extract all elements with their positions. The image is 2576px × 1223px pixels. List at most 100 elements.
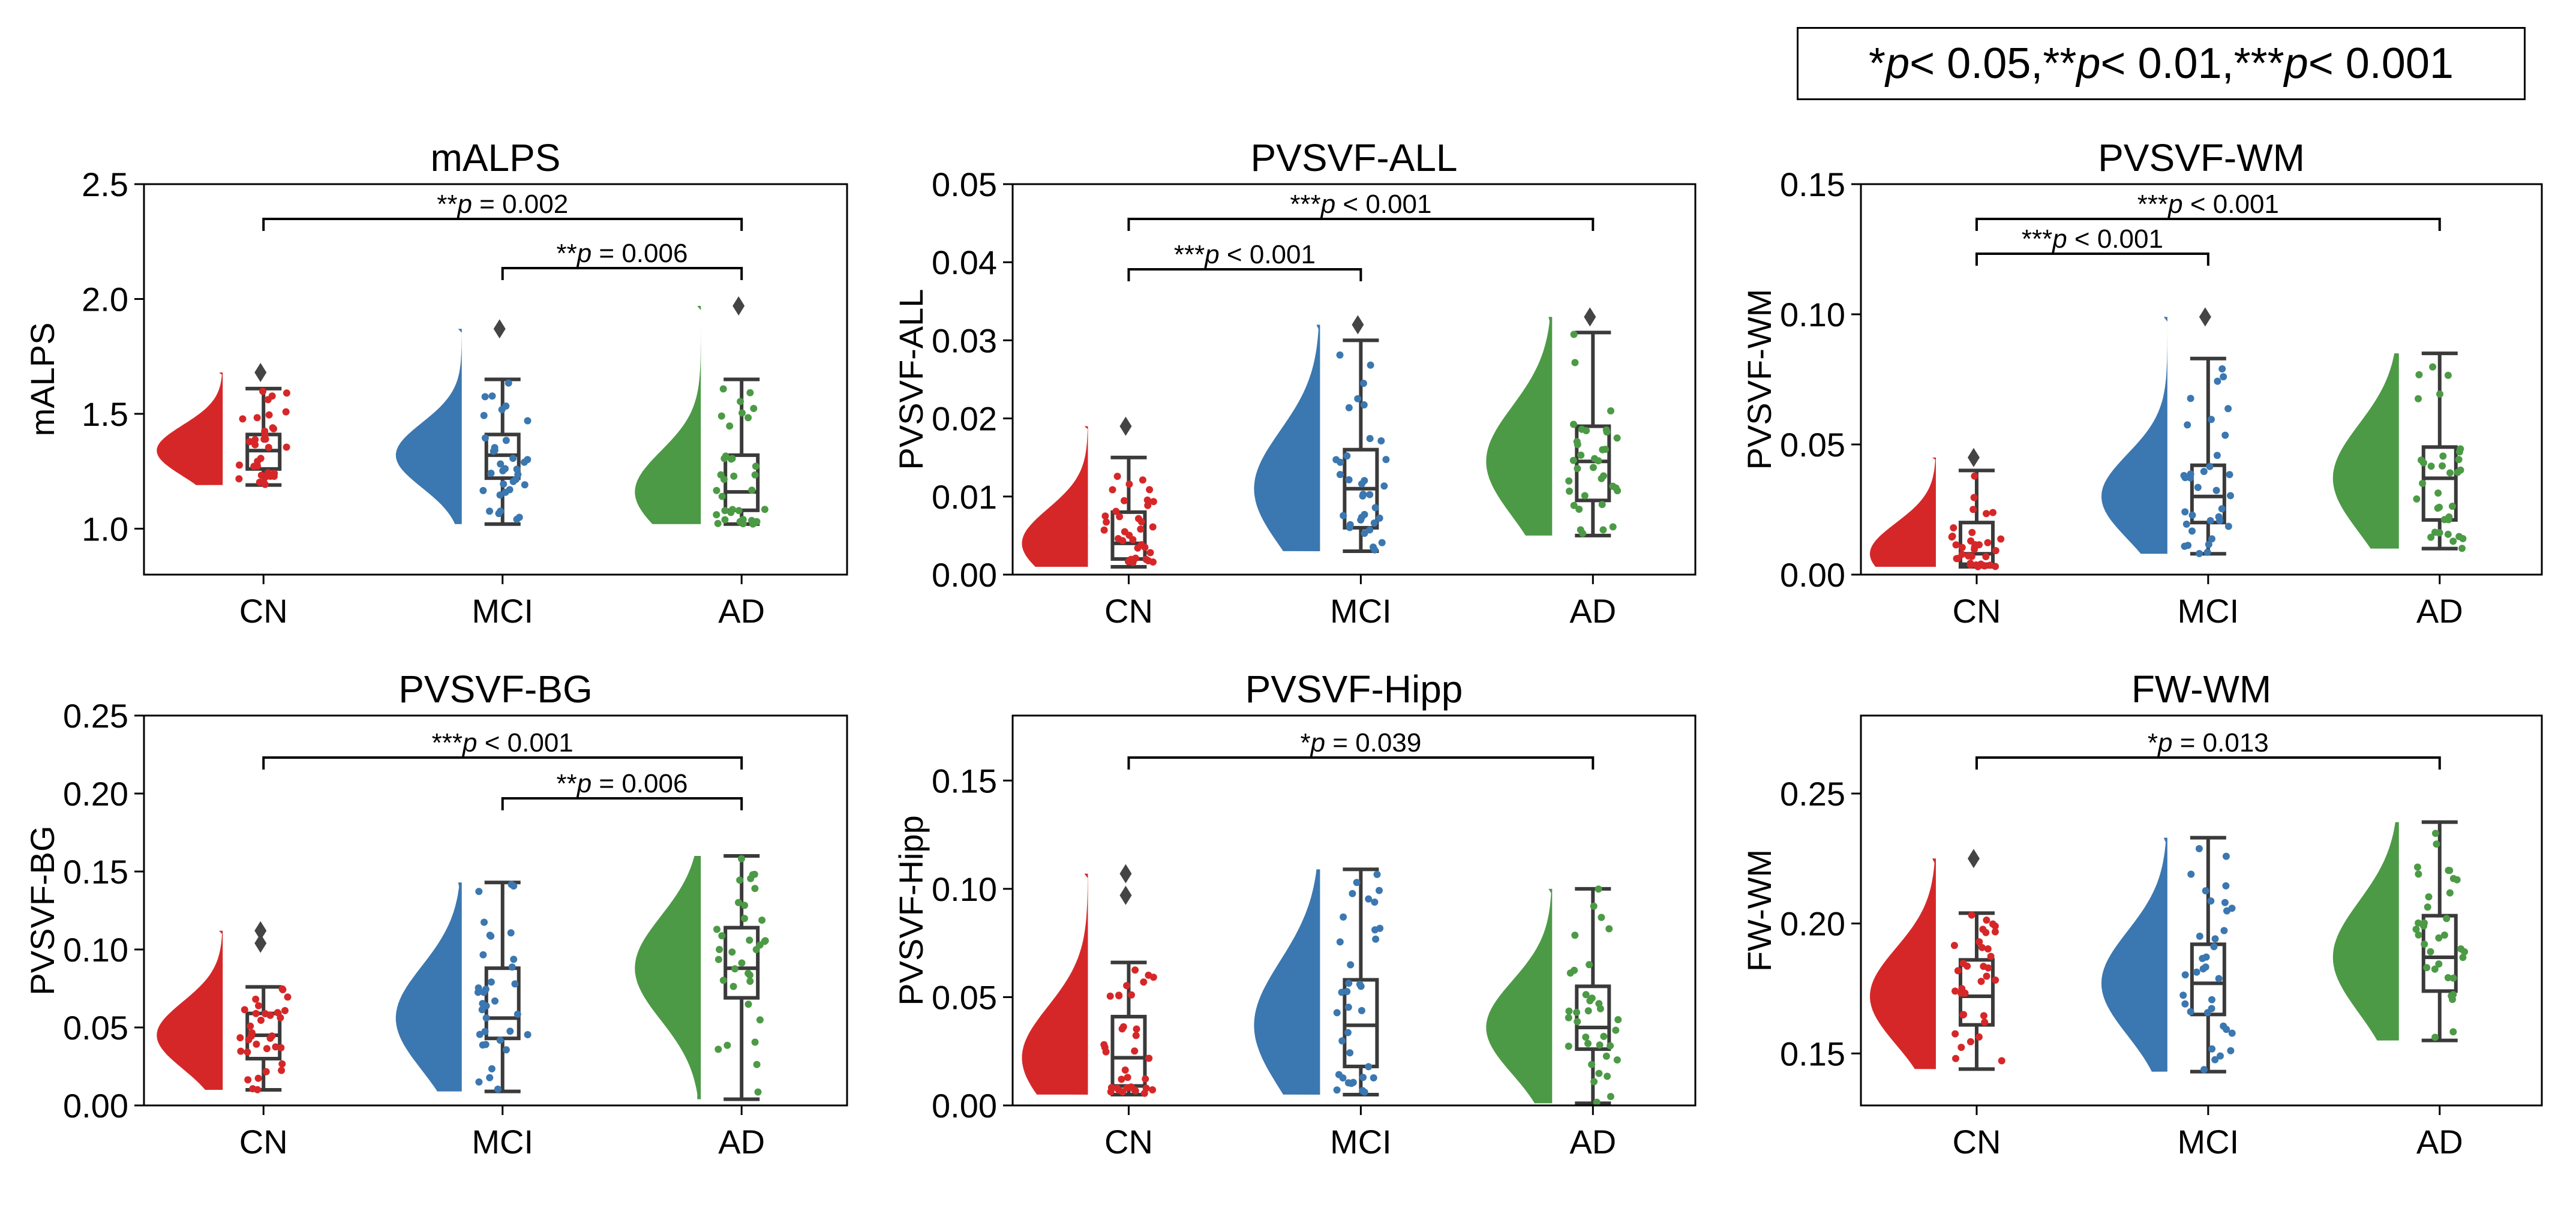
- data-point-ad: [746, 936, 753, 944]
- data-point-mci: [1345, 476, 1353, 483]
- data-point-ad: [729, 982, 737, 990]
- data-point-cn: [261, 427, 269, 435]
- data-point-ad: [1598, 474, 1605, 482]
- data-point-ad: [2434, 489, 2442, 497]
- data-point-mci: [1376, 514, 1383, 522]
- significance-p: p: [2051, 224, 2067, 254]
- chart-title: PVSVF-BG: [398, 668, 593, 711]
- significance-stars: ***: [1174, 240, 1205, 269]
- data-point-cn: [1100, 1041, 1108, 1048]
- data-point-mci: [1358, 1006, 1365, 1014]
- box-ad: [723, 925, 760, 1000]
- data-point-mci: [1345, 979, 1353, 987]
- data-point-mci: [2196, 932, 2203, 940]
- y-tick-label: 2.0: [82, 280, 128, 318]
- data-point-ad: [2436, 529, 2443, 537]
- data-point-mci: [2187, 870, 2195, 878]
- significance-p: p: [576, 239, 592, 268]
- significance-label: ***p < 0.001: [2022, 224, 2163, 254]
- data-point-cn: [1992, 563, 1999, 570]
- data-point-mci: [2212, 486, 2220, 494]
- data-point-cn: [1103, 518, 1110, 526]
- data-point-mci: [2200, 468, 2208, 475]
- y-tick-label: 0.15: [1780, 1035, 1845, 1072]
- data-point-mci: [500, 480, 508, 488]
- data-point-cn: [254, 1074, 262, 1082]
- data-point-cn: [1957, 1044, 1965, 1051]
- data-point-cn: [1954, 967, 1962, 975]
- data-point-ad: [1614, 1016, 1622, 1023]
- significance-p: p: [456, 190, 472, 219]
- data-point-cn: [1115, 992, 1123, 1000]
- significance-stars: ***: [1290, 190, 1320, 219]
- data-point-mci: [487, 470, 495, 477]
- data-point-ad: [2459, 535, 2467, 542]
- significance-bracket: [1127, 756, 1595, 770]
- data-point-cn: [1975, 938, 1983, 946]
- data-point-cn: [1992, 976, 1999, 984]
- data-point-ad: [737, 398, 744, 405]
- data-point-ad: [748, 486, 756, 494]
- data-point-mci: [1360, 401, 1368, 408]
- data-point-ad: [1590, 1078, 1598, 1086]
- data-point-mci: [2208, 1045, 2216, 1053]
- significance-label: **p = 0.002: [437, 190, 568, 219]
- data-point-ad: [739, 516, 747, 524]
- data-point-mci: [2222, 882, 2230, 890]
- data-point-mci: [1376, 887, 1383, 894]
- data-point-ad: [1570, 330, 1578, 338]
- data-point-cn: [1952, 1054, 1959, 1062]
- data-point-mci: [479, 486, 487, 494]
- y-axis-label: PVSVF-Hipp: [892, 815, 930, 1005]
- data-point-ad: [738, 409, 746, 417]
- data-point-cn: [1121, 1066, 1129, 1074]
- data-point-cn: [1957, 989, 1965, 997]
- y-tick-label: 0.01: [932, 478, 997, 516]
- data-point-mci: [491, 446, 499, 454]
- significance-label: *p = 0.039: [1300, 728, 1421, 758]
- data-point-mci: [1359, 1074, 1367, 1081]
- data-point-cn: [1980, 963, 1987, 970]
- y-axis-label: mALPS: [23, 323, 61, 437]
- cloud-mci: [2101, 837, 2167, 1072]
- data-point-cn: [1131, 966, 1139, 974]
- data-point-ad: [721, 516, 729, 524]
- data-point-ad: [1596, 1041, 1604, 1049]
- data-point-cn: [1118, 1025, 1126, 1033]
- data-point-mci: [496, 1036, 504, 1044]
- data-point-mci: [1335, 1071, 1343, 1078]
- data-point-ad: [2446, 889, 2454, 897]
- box-ad: [2421, 914, 2458, 993]
- data-point-mci: [481, 434, 489, 442]
- plot-area-fw-wm: [1870, 820, 2469, 1074]
- plot-area-malps: [157, 296, 768, 528]
- data-point-cn: [1991, 928, 1999, 936]
- significance-label: ***p < 0.001: [432, 728, 574, 758]
- data-point-mci: [507, 929, 515, 937]
- cloud-cn: [1870, 457, 1936, 567]
- data-point-cn: [1981, 562, 1989, 570]
- data-point-ad: [751, 471, 759, 479]
- data-point-mci: [2187, 1008, 2194, 1015]
- x-tick-label: AD: [1569, 1123, 1616, 1161]
- data-point-mci: [2211, 935, 2219, 943]
- cloud-mci: [1254, 869, 1320, 1095]
- data-point-ad: [1582, 1033, 1590, 1041]
- data-point-ad: [1613, 434, 1621, 442]
- data-point-ad: [2423, 964, 2431, 972]
- data-point-ad: [736, 876, 744, 884]
- data-point-cn: [1975, 1033, 1983, 1041]
- data-point-cn: [1134, 515, 1142, 522]
- data-point-cn: [1145, 971, 1152, 979]
- data-point-ad: [2431, 965, 2439, 973]
- box-ad: [1575, 984, 1611, 1051]
- data-point-mci: [1344, 1079, 1352, 1087]
- data-point-cn: [1142, 555, 1150, 563]
- data-point-ad: [1590, 902, 1598, 910]
- data-point-cn: [1125, 558, 1132, 566]
- data-point-cn: [1958, 551, 1966, 558]
- data-point-cn: [1137, 541, 1145, 549]
- data-point-mci: [481, 393, 489, 401]
- x-tick-label: MCI: [1330, 592, 1392, 630]
